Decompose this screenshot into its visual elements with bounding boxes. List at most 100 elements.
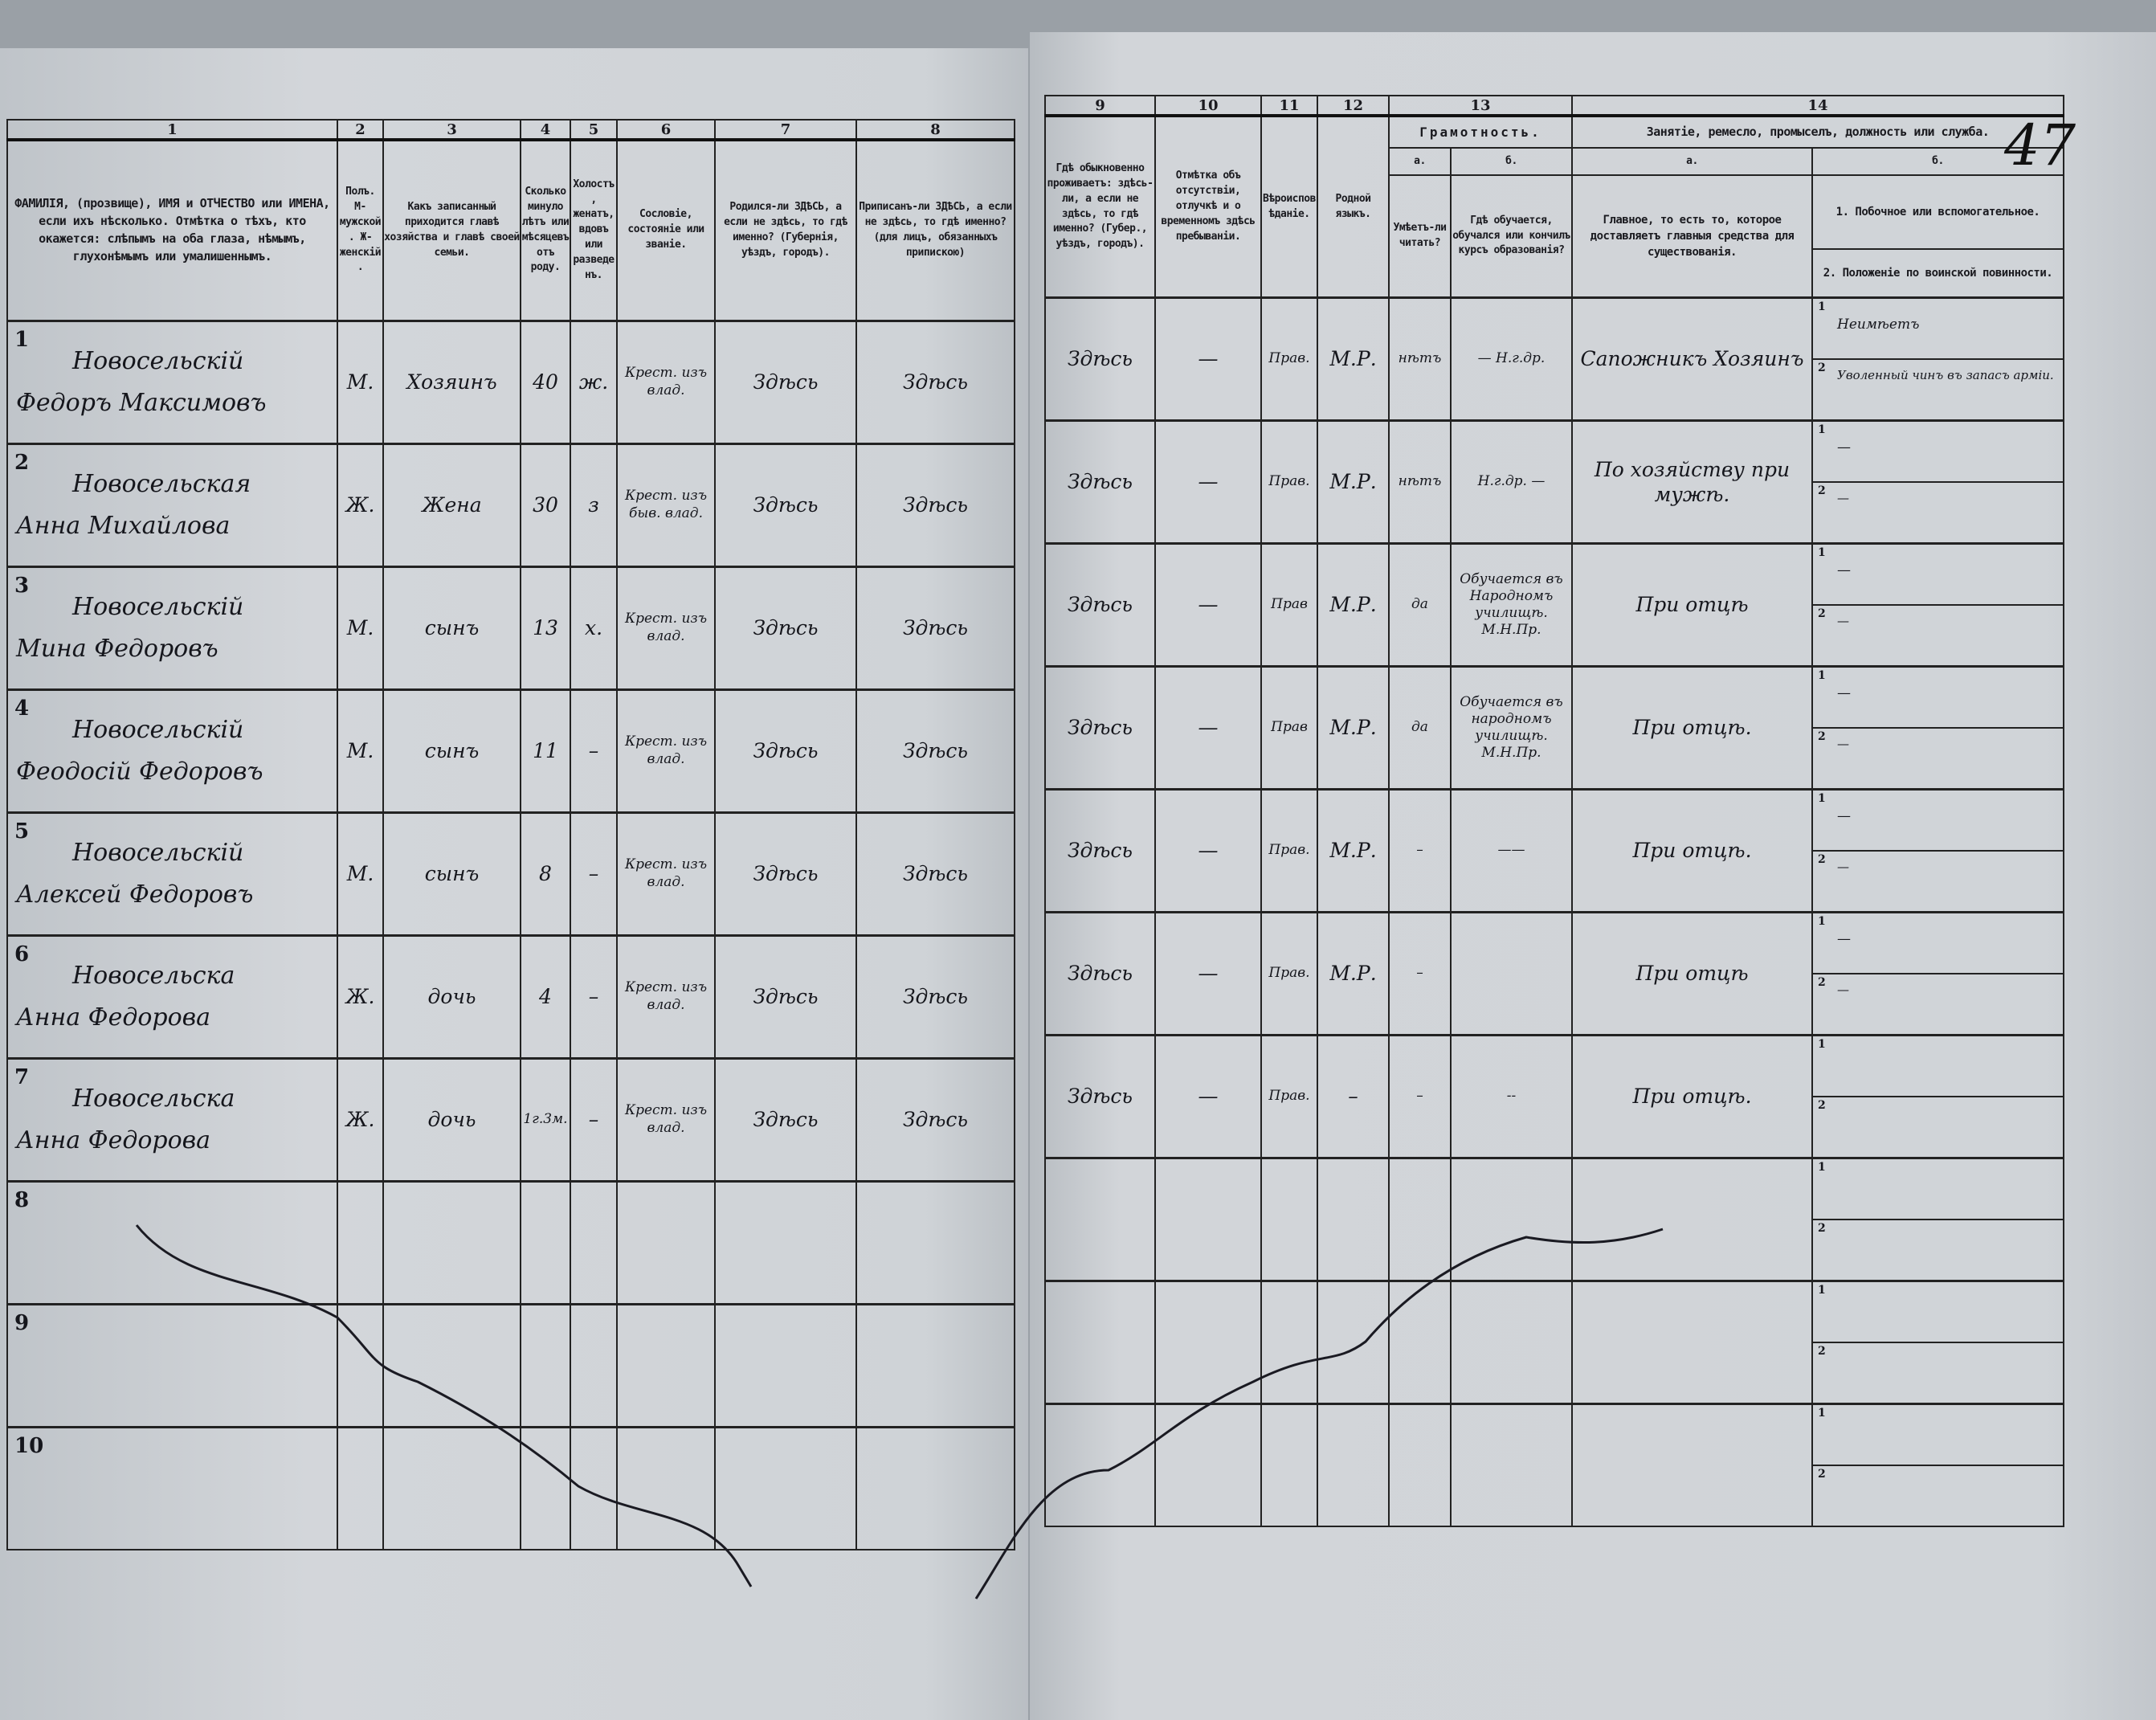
age-cell: 40 bbox=[520, 319, 571, 444]
residence-cell bbox=[1044, 1403, 1156, 1527]
language-cell: М.Р. bbox=[1317, 665, 1390, 791]
sub-key: 1 bbox=[1818, 792, 1826, 805]
occupation-cell: При отцѣ. bbox=[1571, 1034, 1813, 1159]
literate-cell: – bbox=[1388, 1034, 1452, 1159]
person-name-cell: 1 Новосельскій Федоръ Максимовъ bbox=[6, 319, 338, 444]
language-cell bbox=[1317, 1157, 1390, 1282]
estate-cell: Крест. изъ влад. bbox=[616, 319, 716, 444]
military-value: — bbox=[1837, 614, 1849, 628]
person-name-cell: 8 bbox=[6, 1179, 338, 1305]
col-number: 12 bbox=[1317, 95, 1390, 117]
military-status: 2— bbox=[1814, 729, 2062, 788]
row-number: 3 bbox=[14, 573, 30, 598]
school-cell: -- bbox=[1450, 1034, 1573, 1159]
given-name: Анна Федорова bbox=[16, 1003, 211, 1032]
sub-key: 2 bbox=[1818, 607, 1826, 620]
born-cell: Здѣсь bbox=[714, 811, 857, 936]
residence-cell bbox=[1044, 1157, 1156, 1282]
language-cell: М.Р. bbox=[1317, 911, 1390, 1036]
secondary-occupation: 1 bbox=[1814, 1406, 2062, 1466]
literate-cell: – bbox=[1388, 911, 1452, 1036]
age-cell: 13 bbox=[520, 565, 571, 690]
absence-cell: — bbox=[1154, 665, 1262, 791]
header-military: 2. Положеніе по воинской повинности. bbox=[1823, 266, 2053, 280]
absence-cell bbox=[1154, 1403, 1262, 1527]
registered-cell: Здѣсь bbox=[855, 811, 1015, 936]
age-cell: 1г.3м. bbox=[520, 1056, 571, 1182]
table-row: 5 Новосельскій Алексей Федоровъ М. сынъ 8– Кре… bbox=[6, 811, 1015, 936]
given-name: Алексей Федоровъ bbox=[16, 880, 254, 909]
header-marital: Холостъ, женатъ, вдовъ или разведенъ. bbox=[570, 139, 618, 321]
col-number: 1 bbox=[6, 119, 338, 141]
language-cell: – bbox=[1317, 1034, 1390, 1159]
secondary-value: — bbox=[1837, 685, 1851, 701]
relation-cell bbox=[382, 1302, 521, 1428]
table-row: Здѣсь — Прав. М.Р. – При отцѣ 1—2— bbox=[1044, 911, 2064, 1036]
header-can-read: Умѣетъ-ли читать? bbox=[1388, 174, 1452, 299]
header-absence: Отмѣтка объ отсутствіи, отлучкѣ и о врем… bbox=[1154, 115, 1262, 299]
table-row: 3 Новосельскій Мина Федоровъ М. сынъ 13 х. Крес… bbox=[6, 565, 1015, 690]
literate-cell: нѣтъ bbox=[1388, 419, 1452, 545]
school-cell: Обучается въ народномъ училищѣ. М.Н.Пр. bbox=[1450, 665, 1573, 791]
sub-key: 2 bbox=[1818, 976, 1826, 989]
marital-cell: з bbox=[570, 442, 618, 567]
table-row: 4 Новосельскій Феодосій Федоровъ М. сынъ 11– К… bbox=[6, 688, 1015, 813]
table-row: 1 Новосельскій Федоръ Максимовъ М. Хозяинъ 40… bbox=[6, 319, 1015, 444]
sub-key: 1 bbox=[1818, 1284, 1826, 1297]
religion-cell bbox=[1260, 1403, 1318, 1527]
table-row: 2 Новосельская Анна Михайлова Ж. Жена 30 з Крес… bbox=[6, 442, 1015, 567]
marital-cell: – bbox=[570, 688, 618, 813]
secondary-military-cell: 1—2— bbox=[1811, 419, 2064, 545]
language-cell bbox=[1317, 1280, 1390, 1405]
estate-cell bbox=[616, 1179, 716, 1305]
col-number: 14 bbox=[1571, 95, 2064, 117]
sub-key: 2 bbox=[1818, 362, 1826, 374]
registered-cell bbox=[855, 1179, 1015, 1305]
occupation-cell: При отцѣ. bbox=[1571, 788, 1813, 913]
row-number: 9 bbox=[14, 1310, 30, 1335]
secondary-occupation: 1 bbox=[1814, 1284, 2062, 1343]
religion-cell: Прав. bbox=[1260, 419, 1318, 545]
military-value: — bbox=[1837, 983, 1849, 997]
religion-cell bbox=[1260, 1157, 1318, 1282]
col-number: 2 bbox=[337, 119, 384, 141]
absence-cell: — bbox=[1154, 1034, 1262, 1159]
secondary-value: — bbox=[1837, 562, 1851, 578]
sub-key: 1 bbox=[1818, 1161, 1826, 1174]
born-cell bbox=[714, 1302, 857, 1428]
sub-key: 2 bbox=[1818, 1345, 1826, 1358]
surname: Новосельскій bbox=[72, 347, 244, 375]
born-cell bbox=[714, 1425, 857, 1550]
secondary-occupation: 1 bbox=[1814, 1161, 2062, 1220]
marital-cell: – bbox=[570, 811, 618, 936]
sub-key: 2 bbox=[1818, 1468, 1826, 1481]
person-name-cell: 2 Новосельская Анна Михайлова bbox=[6, 442, 338, 567]
secondary-occupation: 1— bbox=[1814, 423, 2062, 483]
table-row: Здѣсь — Прав М.Р. да Обучается въ Народномъ у… bbox=[1044, 542, 2064, 668]
person-name-cell: 4 Новосельскій Феодосій Федоровъ bbox=[6, 688, 338, 813]
relation-cell: сынъ bbox=[382, 565, 521, 690]
military-value: — bbox=[1837, 737, 1849, 751]
absence-cell: — bbox=[1154, 788, 1262, 913]
col-number: 10 bbox=[1154, 95, 1262, 117]
sex-cell bbox=[337, 1179, 384, 1305]
secondary-occupation: 1— bbox=[1814, 792, 2062, 852]
header-key: а. bbox=[1571, 147, 1813, 176]
relation-cell: сынъ bbox=[382, 688, 521, 813]
school-cell: Обучается въ Народномъ училищѣ. М.Н.Пр. bbox=[1450, 542, 1573, 668]
col-number: 9 bbox=[1044, 95, 1156, 117]
census-table-right: 9 10 11 12 13 14 Гдѣ обыкновенно проживаетъ: … bbox=[1044, 95, 2064, 1527]
residence-cell: Здѣсь bbox=[1044, 788, 1156, 913]
sub-key: 1 bbox=[1818, 1038, 1826, 1051]
relation-cell: дочь bbox=[382, 934, 521, 1059]
sex-cell: Ж. bbox=[337, 934, 384, 1059]
sex-cell: Ж. bbox=[337, 442, 384, 567]
occupation-cell bbox=[1571, 1403, 1813, 1527]
col-number: 11 bbox=[1260, 95, 1318, 117]
relation-cell: дочь bbox=[382, 1056, 521, 1182]
sub-key: 2 bbox=[1818, 853, 1826, 866]
